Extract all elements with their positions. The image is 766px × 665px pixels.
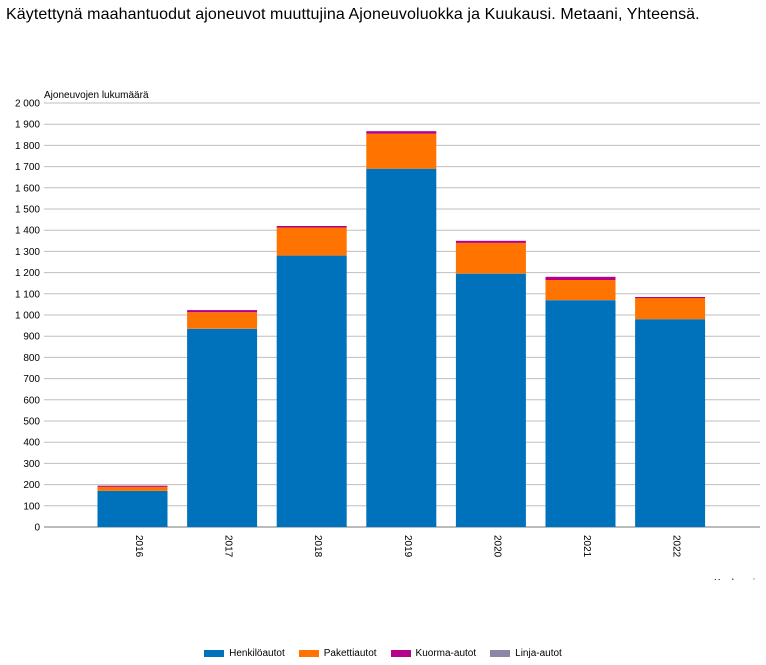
y-tick-label: 100: [23, 501, 40, 512]
legend-label: Linja-autot: [515, 648, 562, 659]
y-tick-label: 1 500: [15, 205, 40, 216]
bar-segment[interactable]: [97, 486, 168, 491]
x-tick-label: 2018: [312, 535, 323, 558]
y-axis-title: Ajoneuvojen lukumäärä: [44, 90, 149, 101]
bar-segment[interactable]: [545, 300, 616, 527]
legend: Henkilöautot Pakettiautot Kuorma-autot Linj…: [0, 648, 766, 659]
y-tick-label: 300: [23, 459, 40, 470]
bar-segment[interactable]: [545, 276, 616, 280]
y-tick-label: 700: [23, 374, 40, 385]
y-tick-label: 1 300: [15, 247, 40, 258]
legend-label: Kuorma-autot: [415, 648, 477, 659]
legend-swatch: [490, 650, 511, 657]
y-tick-label: 1 800: [15, 141, 40, 152]
x-tick-label: 2022: [671, 535, 682, 558]
legend-item[interactable]: Linja-autot: [490, 648, 562, 659]
y-tick-label: 1 000: [15, 311, 40, 322]
x-tick-label: 2016: [133, 535, 144, 558]
bar-segment[interactable]: [455, 273, 526, 527]
y-tick-label: 600: [23, 395, 40, 406]
chart-area: 0 100 200 300 400 500 600 700 800 900 1 000 1 100 1 …: [15, 90, 760, 589]
x-tick-label: 2019: [402, 535, 413, 558]
y-tick-label: 900: [23, 332, 40, 343]
y-tick-label: 800: [23, 353, 40, 364]
legend-swatch: [298, 650, 319, 657]
bar-segment[interactable]: [366, 133, 437, 169]
y-tick-label: 200: [23, 480, 40, 491]
bar-segment[interactable]: [635, 319, 706, 527]
bar-segment[interactable]: [366, 131, 437, 134]
legend-item[interactable]: Henkilöautot: [204, 648, 285, 659]
bar-segment[interactable]: [455, 242, 526, 274]
y-tick-label: 1 900: [15, 120, 40, 131]
bar-segment[interactable]: [635, 298, 706, 320]
bar-segment[interactable]: [276, 227, 347, 256]
bar-segment[interactable]: [187, 328, 258, 527]
legend-swatch: [204, 650, 225, 657]
legend-label: Pakettiautot: [323, 648, 377, 659]
x-axis-title: Kuukausi: [714, 578, 755, 589]
y-tick-label: 1 100: [15, 289, 40, 300]
bar-segment[interactable]: [276, 226, 347, 228]
y-tick-label: 500: [23, 417, 40, 428]
bar-segment[interactable]: [187, 312, 258, 329]
y-tick-label: 1 600: [15, 183, 40, 194]
y-tick-label: 400: [23, 438, 40, 449]
bar-segment[interactable]: [545, 280, 616, 301]
x-tick-label: 2020: [491, 535, 502, 558]
bar-segment[interactable]: [97, 485, 168, 487]
bar-segment[interactable]: [276, 255, 347, 527]
y-tick-label: 1 400: [15, 226, 40, 237]
chart-title: Käytettynä maahantuodut ajoneuvot muuttu…: [6, 6, 700, 23]
legend-label: Henkilöautot: [229, 648, 285, 659]
legend-swatch: [390, 650, 411, 657]
x-tick-label: 2017: [223, 535, 234, 558]
x-tick-label: 2021: [581, 535, 592, 558]
y-tick-label: 2 000: [15, 99, 40, 110]
bar-segment[interactable]: [455, 240, 526, 243]
y-tick-label: 0: [34, 523, 40, 534]
bar-segment[interactable]: [97, 491, 168, 527]
legend-item[interactable]: Pakettiautot: [298, 648, 377, 659]
legend-item[interactable]: Kuorma-autot: [390, 648, 477, 659]
y-tick-label: 1 200: [15, 268, 40, 279]
y-tick-label: 1 700: [15, 162, 40, 173]
bar-segment[interactable]: [366, 168, 437, 527]
bar-segment[interactable]: [187, 310, 258, 313]
bar-segment[interactable]: [635, 297, 706, 299]
